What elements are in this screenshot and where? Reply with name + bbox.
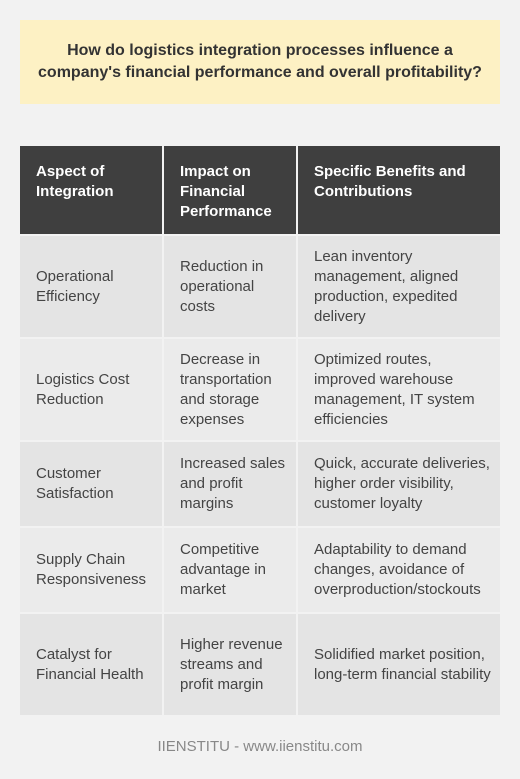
aspect-text: Catalyst for Financial Health (36, 645, 144, 683)
benefits-cell: Adaptability to demand changes, avoidanc… (297, 526, 500, 613)
table-header-row: Aspect of Integration Impact on Financia… (20, 146, 500, 235)
impact-cell: Higher revenue streams and profit margin (163, 612, 298, 715)
impact-text: Decrease in transportation and storage e… (180, 350, 272, 428)
aspect-text: Operational Efficiency (36, 267, 114, 305)
table-row: Supply Chain Responsiveness Competitive … (20, 526, 500, 613)
impact-cell: Increased sales and profit margins (163, 440, 298, 527)
table-row: Customer Satisfaction Increased sales an… (20, 440, 500, 527)
benefits-text: Solidified market position, long-term fi… (314, 645, 491, 683)
impact-cell: Competitive advantage in market (163, 526, 298, 613)
benefits-cell: Lean inventory management, aligned produ… (297, 234, 500, 338)
table-row: Catalyst for Financial Health Higher rev… (20, 612, 500, 715)
benefits-text: Lean inventory management, aligned produ… (314, 247, 459, 325)
table-row: Logistics Cost Reduction Decrease in tra… (20, 337, 500, 441)
impact-cell: Reduction in operational costs (163, 234, 298, 338)
logistics-impact-table: Aspect of Integration Impact on Financia… (20, 146, 500, 715)
footer-credit: IIENSTITU - www.iienstitu.com (157, 738, 363, 755)
aspect-text: Supply Chain Responsiveness (36, 551, 147, 588)
aspect-text: Logistics Cost Reduction (36, 370, 130, 408)
aspect-cell: Customer Satisfaction (20, 440, 164, 527)
aspect-cell: Catalyst for Financial Health (20, 612, 164, 715)
header-aspect: Aspect of Integration (20, 146, 164, 235)
aspect-cell: Supply Chain Responsiveness (20, 526, 164, 613)
question-box: How do logistics integration processes i… (20, 20, 500, 104)
impact-cell: Decrease in transportation and storage e… (163, 337, 298, 441)
impact-text: Reduction in operational costs (180, 257, 264, 315)
aspect-cell: Logistics Cost Reduction (20, 337, 164, 441)
impact-text: Higher revenue streams and profit margin (180, 635, 283, 693)
aspect-cell: Operational Efficiency (20, 234, 164, 338)
impact-text: Increased sales and profit margins (180, 455, 286, 512)
benefits-text: Adaptability to demand changes, avoidanc… (314, 541, 481, 598)
benefits-text: Optimized routes, improved warehouse man… (314, 350, 475, 428)
question-title: How do logistics integration processes i… (38, 42, 482, 81)
benefits-text: Quick, accurate deliveries, higher order… (314, 455, 490, 512)
benefits-cell: Optimized routes, improved warehouse man… (297, 337, 500, 441)
header-benefits: Specific Benefits and Contributions (297, 146, 500, 235)
header-impact: Impact on Financial Performance (163, 146, 298, 235)
impact-text: Competitive advantage in market (180, 541, 266, 598)
aspect-text: Customer Satisfaction (36, 465, 114, 502)
table-row: Operational Efficiency Reduction in oper… (20, 234, 500, 338)
benefits-cell: Solidified market position, long-term fi… (297, 612, 500, 715)
benefits-cell: Quick, accurate deliveries, higher order… (297, 440, 500, 527)
